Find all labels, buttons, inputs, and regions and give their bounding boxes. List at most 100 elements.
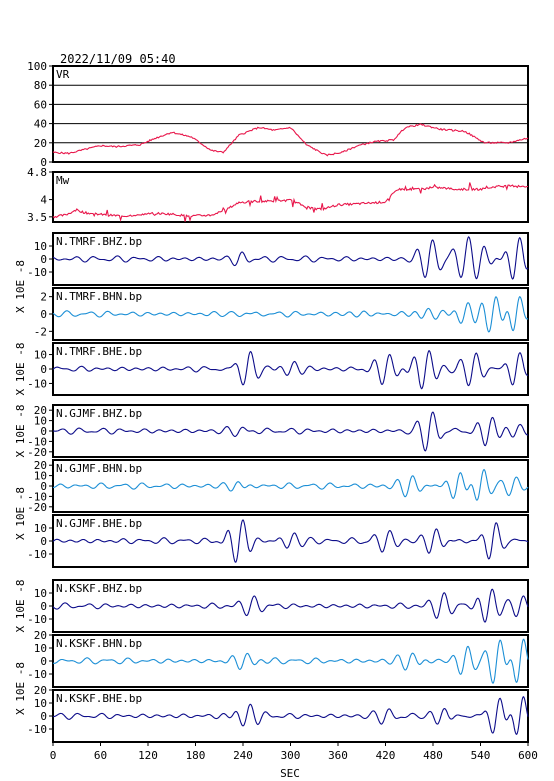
- y-tick-label: 10: [34, 470, 47, 483]
- series-line-p9: [52, 588, 529, 623]
- y-tick-label: 10: [34, 349, 47, 362]
- y-tick-label: -10: [27, 435, 47, 448]
- panel-label: N.TMRF.BHN.bp: [56, 290, 142, 303]
- series-line-p10: [52, 638, 529, 684]
- panel-label: N.KSKF.BHE.bp: [56, 692, 142, 705]
- y-tick-label: 0: [40, 600, 47, 613]
- panel-vr: 100 80 60 40 20 0 VR: [27, 60, 529, 169]
- y-tick-label: -10: [27, 490, 47, 503]
- y-unit-label: X 10E -8: [14, 662, 27, 715]
- series-line-p5: [52, 350, 528, 390]
- y-tick-label: 20: [34, 684, 47, 697]
- panel-label: N.GJMF.BHN.bp: [56, 462, 142, 475]
- series-line-vr: [52, 123, 529, 157]
- y-tick-label: -20: [27, 446, 47, 459]
- series-line-p6: [53, 411, 528, 452]
- y-tick-label: 0: [40, 425, 47, 438]
- y-tick-label: -2: [34, 325, 47, 338]
- series-line-p3: [52, 236, 529, 280]
- series-line-mw: [52, 182, 528, 223]
- panel-p3: 100-10 N.TMRF.BHZ.bp: [27, 232, 529, 286]
- x-tick-label: 360: [328, 749, 348, 762]
- y-tick-label: 0: [40, 308, 47, 321]
- x-axis-label: SEC: [280, 767, 300, 780]
- y-tick-label: -10: [27, 266, 47, 279]
- panel-label: N.KSKF.BHN.bp: [56, 637, 142, 650]
- y-tick-label: 0: [40, 710, 47, 723]
- panel-p9: 100-10 N.KSKF.BHZ.bp: [27, 579, 529, 633]
- side-labels: X 10E -8 X 10E -8 X 10E -8 X 10E -8 X 10E -8…: [14, 260, 27, 715]
- y-unit-label: X 10E -8: [14, 487, 27, 540]
- x-tick-label: 600: [518, 749, 538, 762]
- y-unit-label: X 10E -8: [14, 580, 27, 633]
- y-tick-label: -10: [27, 668, 47, 681]
- y-tick-label: 4.8: [27, 166, 47, 179]
- y-tick-label: 10: [34, 240, 47, 253]
- y-tick-label: 0: [40, 253, 47, 266]
- series-line-p8: [52, 519, 529, 563]
- y-tick-label: 0: [40, 655, 47, 668]
- panel-label: N.TMRF.BHZ.bp: [56, 235, 142, 248]
- x-tick-label: 0: [50, 749, 57, 762]
- series-line-p11: [52, 695, 529, 735]
- x-tick-label: 540: [471, 749, 491, 762]
- y-tick-label: 10: [34, 415, 47, 428]
- timestamp-title: 2022/11/09 05:40: [60, 52, 176, 66]
- y-tick-label: 3.5: [27, 211, 47, 224]
- y-tick-label: -10: [27, 613, 47, 626]
- y-tick-label: 10: [34, 587, 47, 600]
- panel-p8: 100-10 N.GJMF.BHE.bp: [27, 514, 529, 568]
- y-tick-label: 4: [40, 194, 47, 207]
- y-tick-label: 20: [34, 629, 47, 642]
- x-tick-label: 300: [281, 749, 301, 762]
- panel-p5: 100-10 N.TMRF.BHE.bp: [27, 342, 529, 396]
- x-axis: 0 60 120 180 240 300 360 420 480 540 600: [50, 742, 538, 762]
- y-tick-label: 0: [40, 156, 47, 169]
- y-tick-label: 2: [40, 291, 47, 304]
- x-tick-label: 240: [233, 749, 253, 762]
- x-tick-label: 120: [138, 749, 158, 762]
- panel-mw: 4.8 4 3.5 Mw: [27, 166, 529, 224]
- y-tick-label: 0: [40, 535, 47, 548]
- x-tick-label: 180: [186, 749, 206, 762]
- panel-label: N.GJMF.BHE.bp: [56, 517, 142, 530]
- y-tick-label: 40: [34, 118, 47, 131]
- panel-label: VR: [56, 68, 70, 81]
- x-tick-label: 420: [376, 749, 396, 762]
- panel-p4: 2 0 -2 N.TMRF.BHN.bp: [34, 287, 529, 341]
- panel-label: N.GJMF.BHZ.bp: [56, 407, 142, 420]
- y-tick-label: -10: [27, 377, 47, 390]
- y-tick-label: 100: [27, 60, 47, 73]
- panel-label: N.TMRF.BHE.bp: [56, 345, 142, 358]
- panel-label: N.KSKF.BHZ.bp: [56, 582, 142, 595]
- y-tick-label: 80: [34, 79, 47, 92]
- y-tick-label: -10: [27, 548, 47, 561]
- y-tick-label: 0: [40, 363, 47, 376]
- x-tick-label: 60: [94, 749, 107, 762]
- y-tick-label: 10: [34, 642, 47, 655]
- panel-frame: [52, 171, 529, 223]
- x-tick-label: 480: [423, 749, 443, 762]
- y-tick-label: -10: [27, 723, 47, 736]
- y-tick-label: 10: [34, 522, 47, 535]
- y-unit-label: X 10E -8: [14, 343, 27, 396]
- series-line-p7: [53, 468, 529, 501]
- y-tick-label: 60: [34, 98, 47, 111]
- panel-label: Mw: [56, 174, 70, 187]
- y-tick-label: 0: [40, 480, 47, 493]
- y-unit-label: X 10E -8: [14, 260, 27, 313]
- y-tick-label: 20: [34, 459, 47, 472]
- y-tick-label: 20: [34, 137, 47, 150]
- series-line-p4: [52, 295, 529, 333]
- y-tick-label: -20: [27, 501, 47, 514]
- y-tick-label: 20: [34, 404, 47, 417]
- y-tick-label: 10: [34, 697, 47, 710]
- y-unit-label: X 10E -8: [14, 405, 27, 458]
- panel-frame: [52, 65, 529, 163]
- panels-group: 100806040200VR4.843.5Mw100-10N.TMRF.BHZ.…: [27, 60, 529, 743]
